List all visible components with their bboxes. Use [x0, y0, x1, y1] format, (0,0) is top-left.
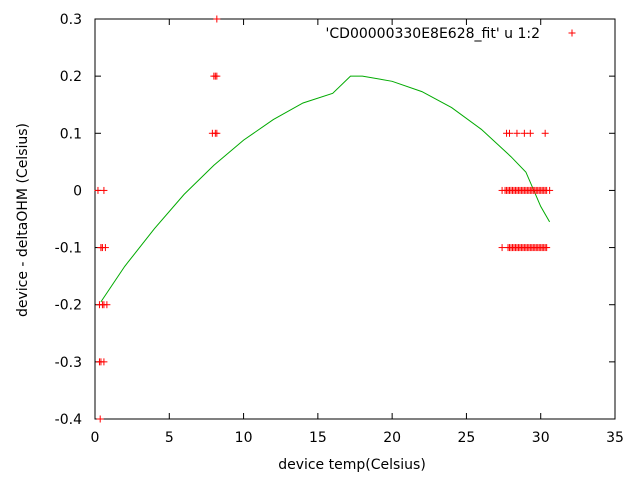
y-tick-label: 0: [73, 183, 82, 199]
data-point: [213, 15, 221, 23]
y-axis-ticks: -0.4 -0.3 -0.2 -0.1 0 0.1 0.2 0.3: [55, 12, 615, 428]
data-point: [96, 415, 104, 423]
fit-curve-layer: [100, 75, 551, 303]
plot-frame: [94, 18, 616, 420]
legend-marker: [568, 29, 576, 37]
x-axis-ticks: 0 5 10 15 20 25 30 35: [91, 19, 624, 446]
legend-point-marker: [568, 29, 576, 37]
y-tick-label: -0.1: [55, 241, 82, 257]
x-tick-label: 15: [309, 430, 327, 446]
data-point: [513, 129, 521, 137]
y-tick-label: -0.4: [55, 412, 82, 428]
x-tick-label: 30: [532, 430, 550, 446]
data-point: [526, 129, 534, 137]
x-tick-label: 10: [235, 430, 253, 446]
y-tick-label: -0.3: [55, 355, 82, 371]
data-point: [100, 186, 108, 194]
data-points-layer: [94, 15, 554, 423]
data-point: [211, 72, 219, 80]
y-tick-label: 0.2: [60, 69, 82, 85]
legend-label: 'CD00000330E8E628_fit' u 1:2: [326, 26, 540, 42]
y-tick-label: -0.2: [55, 298, 82, 314]
data-point: [541, 129, 549, 137]
y-tick-label: 0.1: [60, 126, 82, 142]
x-axis-label: device temp(Celsius): [278, 457, 426, 473]
data-point: [546, 186, 554, 194]
x-tick-label: 35: [606, 430, 624, 446]
y-axis-label: device - deltaOHM (Celsius): [15, 123, 31, 317]
x-tick-label: 20: [383, 430, 401, 446]
data-point: [506, 129, 514, 137]
data-point: [101, 244, 109, 252]
data-point: [97, 358, 105, 366]
data-point: [520, 129, 528, 137]
fit-curve-line: [100, 75, 551, 303]
data-point: [94, 186, 102, 194]
data-point: [103, 301, 111, 309]
x-tick-label: 0: [91, 430, 100, 446]
x-tick-label: 5: [165, 430, 174, 446]
data-point: [543, 244, 551, 252]
legend: 'CD00000330E8E628_fit' u 1:2: [326, 26, 576, 42]
data-point: [213, 129, 221, 137]
data-point: [498, 244, 506, 252]
y-tick-label: 0.3: [60, 12, 82, 28]
x-tick-label: 25: [458, 430, 476, 446]
